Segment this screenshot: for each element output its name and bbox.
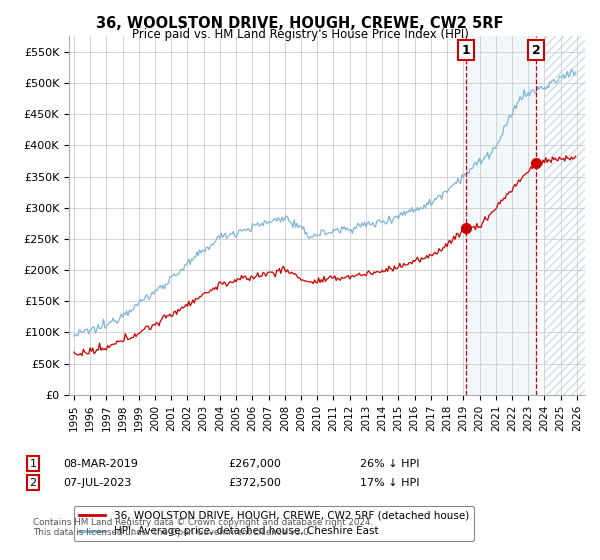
- Text: 36, WOOLSTON DRIVE, HOUGH, CREWE, CW2 5RF: 36, WOOLSTON DRIVE, HOUGH, CREWE, CW2 5R…: [96, 16, 504, 31]
- Text: 1: 1: [29, 459, 37, 469]
- Text: Price paid vs. HM Land Registry's House Price Index (HPI): Price paid vs. HM Land Registry's House …: [131, 28, 469, 41]
- Text: 26% ↓ HPI: 26% ↓ HPI: [360, 459, 419, 469]
- Text: 2: 2: [29, 478, 37, 488]
- Bar: [466, 36, 536, 395]
- Text: £372,500: £372,500: [228, 478, 281, 488]
- Text: 2: 2: [532, 44, 541, 57]
- Text: 08-MAR-2019: 08-MAR-2019: [63, 459, 138, 469]
- Text: Contains HM Land Registry data © Crown copyright and database right 2024.
This d: Contains HM Land Registry data © Crown c…: [33, 518, 373, 538]
- Text: 1: 1: [462, 44, 470, 57]
- Text: £267,000: £267,000: [228, 459, 281, 469]
- Bar: [544, 36, 585, 395]
- Text: 17% ↓ HPI: 17% ↓ HPI: [360, 478, 419, 488]
- Legend: 36, WOOLSTON DRIVE, HOUGH, CREWE, CW2 5RF (detached house), HPI: Average price, : 36, WOOLSTON DRIVE, HOUGH, CREWE, CW2 5R…: [74, 506, 474, 542]
- Text: 07-JUL-2023: 07-JUL-2023: [63, 478, 131, 488]
